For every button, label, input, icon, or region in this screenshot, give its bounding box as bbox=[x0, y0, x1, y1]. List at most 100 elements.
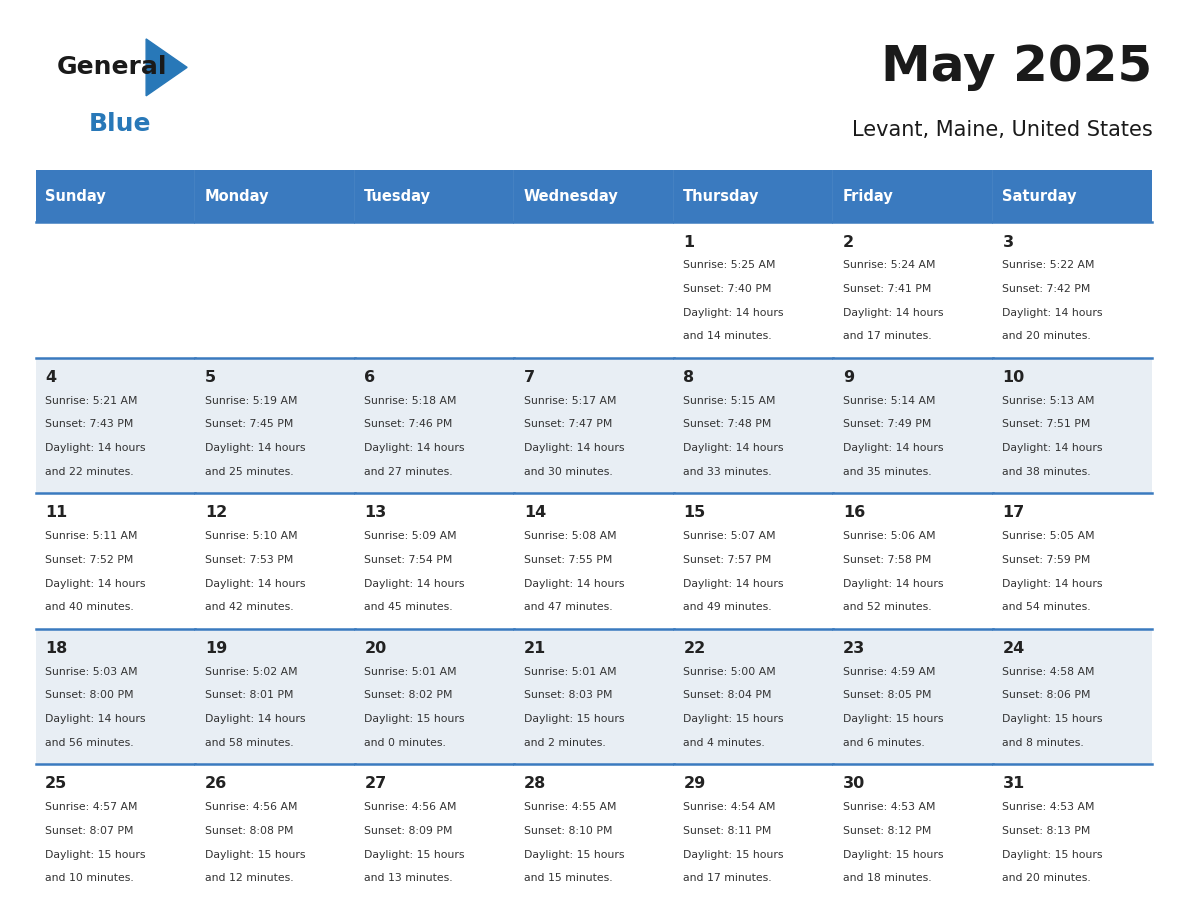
Text: Sunset: 7:46 PM: Sunset: 7:46 PM bbox=[365, 420, 453, 430]
Text: Sunset: 8:00 PM: Sunset: 8:00 PM bbox=[45, 690, 134, 700]
Text: and 27 minutes.: and 27 minutes. bbox=[365, 467, 453, 476]
Text: 31: 31 bbox=[1003, 777, 1025, 791]
Text: Daylight: 15 hours: Daylight: 15 hours bbox=[365, 714, 465, 724]
Text: and 30 minutes.: and 30 minutes. bbox=[524, 467, 613, 476]
Text: 29: 29 bbox=[683, 777, 706, 791]
Text: Sunset: 8:11 PM: Sunset: 8:11 PM bbox=[683, 826, 772, 835]
Text: Sunrise: 4:57 AM: Sunrise: 4:57 AM bbox=[45, 802, 138, 812]
Text: Sunset: 8:05 PM: Sunset: 8:05 PM bbox=[842, 690, 931, 700]
Text: and 40 minutes.: and 40 minutes. bbox=[45, 602, 134, 612]
Text: 13: 13 bbox=[365, 506, 386, 521]
Text: Sunset: 7:55 PM: Sunset: 7:55 PM bbox=[524, 554, 612, 565]
Text: 10: 10 bbox=[1003, 370, 1025, 385]
Text: Daylight: 14 hours: Daylight: 14 hours bbox=[204, 714, 305, 724]
Text: 9: 9 bbox=[842, 370, 854, 385]
Text: Sunset: 8:10 PM: Sunset: 8:10 PM bbox=[524, 826, 612, 835]
Text: Daylight: 15 hours: Daylight: 15 hours bbox=[365, 849, 465, 859]
Text: 24: 24 bbox=[1003, 641, 1025, 656]
Text: 16: 16 bbox=[842, 506, 865, 521]
Text: Sunrise: 5:11 AM: Sunrise: 5:11 AM bbox=[45, 532, 138, 542]
Text: Sunrise: 4:55 AM: Sunrise: 4:55 AM bbox=[524, 802, 617, 812]
Text: and 54 minutes.: and 54 minutes. bbox=[1003, 602, 1091, 612]
Text: and 33 minutes.: and 33 minutes. bbox=[683, 467, 772, 476]
Text: Sunrise: 5:01 AM: Sunrise: 5:01 AM bbox=[524, 666, 617, 677]
Text: Daylight: 14 hours: Daylight: 14 hours bbox=[45, 443, 146, 453]
Text: 22: 22 bbox=[683, 641, 706, 656]
Text: 18: 18 bbox=[45, 641, 68, 656]
Text: Daylight: 15 hours: Daylight: 15 hours bbox=[524, 849, 625, 859]
Text: Daylight: 15 hours: Daylight: 15 hours bbox=[45, 849, 146, 859]
Text: Daylight: 14 hours: Daylight: 14 hours bbox=[1003, 578, 1102, 588]
Text: Sunrise: 4:53 AM: Sunrise: 4:53 AM bbox=[1003, 802, 1095, 812]
Text: Daylight: 15 hours: Daylight: 15 hours bbox=[524, 714, 625, 724]
Text: Sunset: 7:58 PM: Sunset: 7:58 PM bbox=[842, 554, 931, 565]
Text: 26: 26 bbox=[204, 777, 227, 791]
Text: 30: 30 bbox=[842, 777, 865, 791]
Text: and 13 minutes.: and 13 minutes. bbox=[365, 873, 453, 883]
Text: 17: 17 bbox=[1003, 506, 1025, 521]
Text: Daylight: 15 hours: Daylight: 15 hours bbox=[842, 714, 943, 724]
Text: General: General bbox=[57, 55, 168, 79]
Text: 14: 14 bbox=[524, 506, 546, 521]
Text: Tuesday: Tuesday bbox=[365, 188, 431, 204]
Text: Sunrise: 4:53 AM: Sunrise: 4:53 AM bbox=[842, 802, 935, 812]
Text: Sunset: 7:51 PM: Sunset: 7:51 PM bbox=[1003, 420, 1091, 430]
Text: Sunset: 7:47 PM: Sunset: 7:47 PM bbox=[524, 420, 612, 430]
Text: Daylight: 15 hours: Daylight: 15 hours bbox=[683, 714, 784, 724]
Text: Sunset: 7:41 PM: Sunset: 7:41 PM bbox=[842, 284, 931, 294]
Text: and 22 minutes.: and 22 minutes. bbox=[45, 467, 134, 476]
Text: Sunset: 7:40 PM: Sunset: 7:40 PM bbox=[683, 284, 772, 294]
Text: Daylight: 14 hours: Daylight: 14 hours bbox=[524, 578, 625, 588]
Text: Sunrise: 5:08 AM: Sunrise: 5:08 AM bbox=[524, 532, 617, 542]
Text: 23: 23 bbox=[842, 641, 865, 656]
Text: Daylight: 14 hours: Daylight: 14 hours bbox=[45, 578, 146, 588]
Text: Sunset: 7:48 PM: Sunset: 7:48 PM bbox=[683, 420, 772, 430]
Text: Daylight: 14 hours: Daylight: 14 hours bbox=[45, 714, 146, 724]
Text: and 2 minutes.: and 2 minutes. bbox=[524, 738, 606, 748]
Text: and 58 minutes.: and 58 minutes. bbox=[204, 738, 293, 748]
Text: Daylight: 15 hours: Daylight: 15 hours bbox=[1003, 849, 1102, 859]
Text: Sunrise: 5:25 AM: Sunrise: 5:25 AM bbox=[683, 261, 776, 270]
Text: Sunset: 8:06 PM: Sunset: 8:06 PM bbox=[1003, 690, 1091, 700]
Text: 20: 20 bbox=[365, 641, 386, 656]
Text: Daylight: 14 hours: Daylight: 14 hours bbox=[683, 443, 784, 453]
Text: Sunset: 7:54 PM: Sunset: 7:54 PM bbox=[365, 554, 453, 565]
Text: Daylight: 14 hours: Daylight: 14 hours bbox=[683, 308, 784, 318]
Text: Sunset: 8:04 PM: Sunset: 8:04 PM bbox=[683, 690, 772, 700]
Text: Daylight: 14 hours: Daylight: 14 hours bbox=[1003, 308, 1102, 318]
Text: Daylight: 14 hours: Daylight: 14 hours bbox=[842, 578, 943, 588]
Text: Sunrise: 5:21 AM: Sunrise: 5:21 AM bbox=[45, 396, 138, 406]
Text: Daylight: 14 hours: Daylight: 14 hours bbox=[365, 578, 465, 588]
Text: Sunset: 8:01 PM: Sunset: 8:01 PM bbox=[204, 690, 293, 700]
Text: and 17 minutes.: and 17 minutes. bbox=[842, 331, 931, 341]
Text: Monday: Monday bbox=[204, 188, 270, 204]
Text: Sunrise: 5:09 AM: Sunrise: 5:09 AM bbox=[365, 532, 457, 542]
Text: Sunrise: 4:54 AM: Sunrise: 4:54 AM bbox=[683, 802, 776, 812]
Text: Daylight: 15 hours: Daylight: 15 hours bbox=[204, 849, 305, 859]
Text: Sunrise: 5:13 AM: Sunrise: 5:13 AM bbox=[1003, 396, 1095, 406]
Text: 15: 15 bbox=[683, 506, 706, 521]
Text: Sunrise: 5:05 AM: Sunrise: 5:05 AM bbox=[1003, 532, 1095, 542]
Text: 8: 8 bbox=[683, 370, 695, 385]
Text: Daylight: 14 hours: Daylight: 14 hours bbox=[204, 578, 305, 588]
Text: Sunrise: 5:19 AM: Sunrise: 5:19 AM bbox=[204, 396, 297, 406]
Text: and 45 minutes.: and 45 minutes. bbox=[365, 602, 453, 612]
Text: Sunday: Sunday bbox=[45, 188, 106, 204]
Text: Sunrise: 5:10 AM: Sunrise: 5:10 AM bbox=[204, 532, 297, 542]
Text: 19: 19 bbox=[204, 641, 227, 656]
Text: and 18 minutes.: and 18 minutes. bbox=[842, 873, 931, 883]
Text: Sunset: 8:07 PM: Sunset: 8:07 PM bbox=[45, 826, 134, 835]
Text: and 49 minutes.: and 49 minutes. bbox=[683, 602, 772, 612]
Text: 7: 7 bbox=[524, 370, 535, 385]
Text: Daylight: 14 hours: Daylight: 14 hours bbox=[204, 443, 305, 453]
Text: Sunset: 8:08 PM: Sunset: 8:08 PM bbox=[204, 826, 293, 835]
Text: 6: 6 bbox=[365, 370, 375, 385]
Text: and 20 minutes.: and 20 minutes. bbox=[1003, 331, 1091, 341]
Text: Sunset: 8:03 PM: Sunset: 8:03 PM bbox=[524, 690, 612, 700]
Text: 1: 1 bbox=[683, 235, 695, 250]
Text: and 35 minutes.: and 35 minutes. bbox=[842, 467, 931, 476]
Text: Sunrise: 4:58 AM: Sunrise: 4:58 AM bbox=[1003, 666, 1095, 677]
Text: and 20 minutes.: and 20 minutes. bbox=[1003, 873, 1091, 883]
Text: Sunset: 8:02 PM: Sunset: 8:02 PM bbox=[365, 690, 453, 700]
Text: Sunset: 7:53 PM: Sunset: 7:53 PM bbox=[204, 554, 293, 565]
